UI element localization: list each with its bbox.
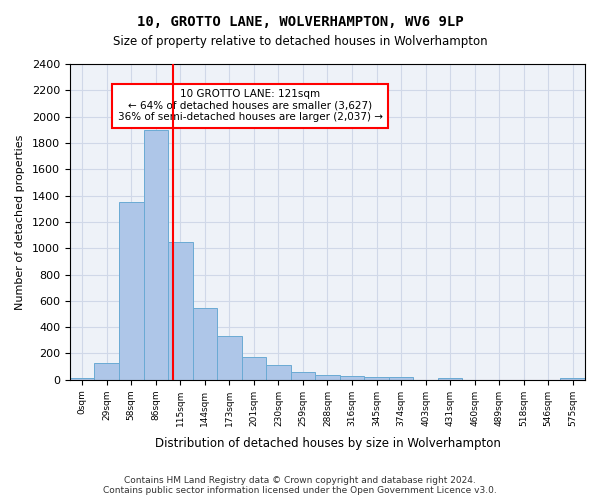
- Bar: [364, 376, 389, 380]
- Bar: [70, 378, 94, 380]
- Bar: [290, 372, 315, 380]
- Bar: [119, 202, 143, 380]
- Text: Size of property relative to detached houses in Wolverhampton: Size of property relative to detached ho…: [113, 35, 487, 48]
- X-axis label: Distribution of detached houses by size in Wolverhampton: Distribution of detached houses by size …: [155, 437, 500, 450]
- Bar: [438, 378, 463, 380]
- Bar: [266, 366, 290, 380]
- Y-axis label: Number of detached properties: Number of detached properties: [15, 134, 25, 310]
- Bar: [168, 242, 193, 380]
- Text: 10, GROTTO LANE, WOLVERHAMPTON, WV6 9LP: 10, GROTTO LANE, WOLVERHAMPTON, WV6 9LP: [137, 15, 463, 29]
- Bar: [315, 374, 340, 380]
- Text: 10 GROTTO LANE: 121sqm
← 64% of detached houses are smaller (3,627)
36% of semi-: 10 GROTTO LANE: 121sqm ← 64% of detached…: [118, 90, 383, 122]
- Bar: [389, 377, 413, 380]
- Text: Contains HM Land Registry data © Crown copyright and database right 2024.
Contai: Contains HM Land Registry data © Crown c…: [103, 476, 497, 495]
- Bar: [242, 358, 266, 380]
- Bar: [340, 376, 364, 380]
- Bar: [143, 130, 168, 380]
- Bar: [560, 378, 585, 380]
- Bar: [94, 364, 119, 380]
- Bar: [217, 336, 242, 380]
- Bar: [193, 308, 217, 380]
